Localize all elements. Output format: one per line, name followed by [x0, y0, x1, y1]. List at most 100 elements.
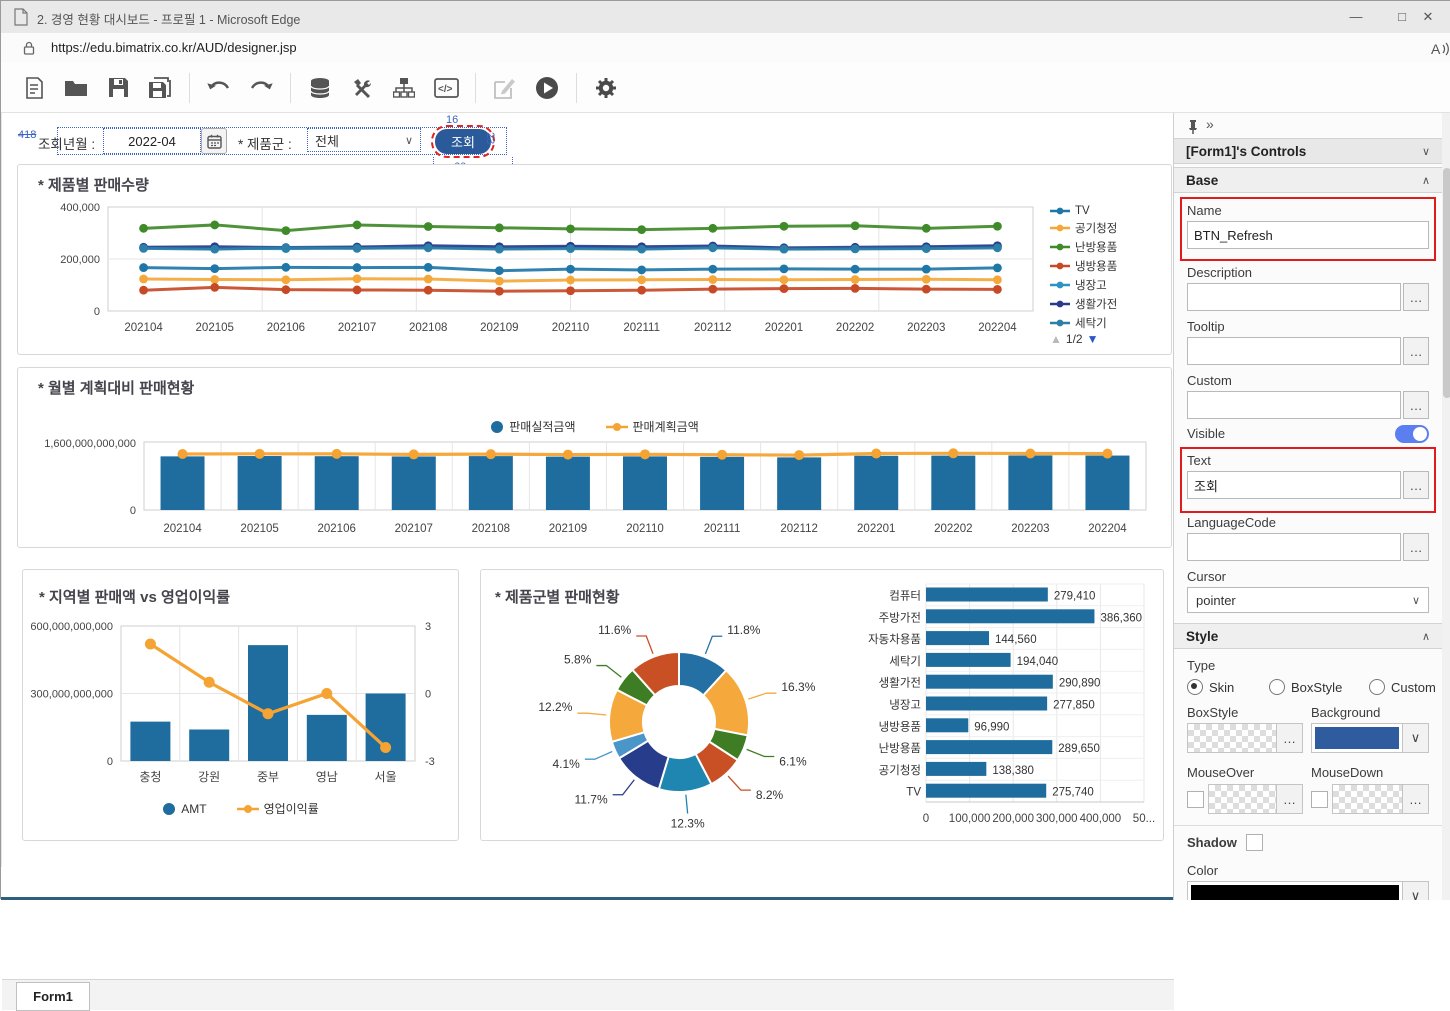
minimize-button[interactable]: — — [1349, 9, 1363, 24]
mousedown-swatch-row[interactable]: … — [1332, 784, 1429, 814]
database-icon[interactable] — [307, 75, 333, 101]
tooltip-more-button[interactable]: … — [1403, 337, 1429, 365]
read-aloud-icon[interactable]: A — [1429, 40, 1450, 58]
scrollbar-thumb[interactable] — [1443, 168, 1450, 398]
mousedown-more-button[interactable]: … — [1402, 785, 1428, 813]
tools-icon[interactable] — [349, 75, 375, 101]
svg-text:202105: 202105 — [240, 523, 278, 535]
undo-icon[interactable] — [206, 75, 232, 101]
language-code-input[interactable] — [1187, 533, 1401, 561]
sitemap-icon[interactable] — [391, 75, 417, 101]
play-icon[interactable] — [534, 75, 560, 101]
style-section-header[interactable]: Style ∧ — [1174, 623, 1442, 649]
color-swatch-row[interactable]: ∨ — [1187, 881, 1429, 900]
new-document-icon[interactable] — [21, 75, 47, 101]
svg-text:202104: 202104 — [124, 322, 163, 334]
legend-item[interactable]: 냉장고 — [1050, 277, 1117, 293]
chevron-down-icon: ∨ — [1421, 145, 1430, 158]
tab-form1[interactable]: Form1 — [16, 982, 90, 1011]
color-dropdown-button[interactable]: ∨ — [1402, 882, 1428, 900]
svg-text:202203: 202203 — [1011, 523, 1049, 535]
close-button[interactable]: ✕ — [1422, 9, 1434, 24]
custom-more-button[interactable]: … — [1403, 391, 1429, 419]
svg-text:</>: </> — [438, 84, 453, 95]
chart-panel-region[interactable]: * 지역별 판매액 vs 영업이익률 600,000,000,000 300,00… — [22, 569, 459, 841]
svg-text:300,000,000,000: 300,000,000,000 — [30, 689, 113, 701]
svg-text:202204: 202204 — [978, 322, 1017, 334]
svg-text:600,000,000,000: 600,000,000,000 — [30, 621, 113, 633]
svg-text:3: 3 — [425, 621, 431, 633]
radio-custom[interactable]: Custom — [1369, 679, 1436, 695]
panel-scrollbar[interactable] — [1442, 113, 1450, 900]
search-button[interactable]: 조회 — [431, 125, 495, 158]
text-more-button[interactable]: … — [1403, 471, 1429, 499]
svg-text:강원: 강원 — [198, 770, 220, 784]
svg-text:202106: 202106 — [318, 523, 356, 535]
name-input[interactable] — [1187, 221, 1429, 249]
controls-header[interactable]: [Form1]'s Controls ∨ — [1174, 138, 1442, 164]
svg-text:202110: 202110 — [626, 523, 664, 535]
svg-text:11.7%: 11.7% — [575, 793, 608, 807]
legend-item[interactable]: 생활가전 — [1050, 296, 1117, 312]
edit-icon[interactable] — [492, 75, 518, 101]
chart-panel-product-qty[interactable]: * 제품별 판매수량 400,000 200,000 0 202104 202105 20… — [17, 164, 1172, 355]
chart-panel-product-group[interactable]: * 제품군별 판매현황 11.8% 16.3% 6.1% 8.2% 12.3% 11.7%… — [480, 569, 1164, 841]
pager-page: 1/2 — [1065, 332, 1083, 346]
svg-text:TV: TV — [906, 787, 921, 799]
pager-down-icon[interactable]: ▼ — [1086, 332, 1099, 346]
redo-icon[interactable] — [248, 75, 274, 101]
description-more-button[interactable]: … — [1403, 283, 1429, 311]
collapse-panel-icon[interactable]: » — [1206, 116, 1214, 132]
design-canvas[interactable]: 418 조회년월 : * 제품군 : 전체 ∨ 조회 16 23 60 * 제품… — [1, 113, 1174, 1011]
date-input[interactable] — [103, 128, 201, 154]
mouseover-checkbox[interactable] — [1187, 791, 1204, 808]
pager-up-icon[interactable]: ▲ — [1050, 332, 1062, 346]
description-input[interactable] — [1187, 283, 1401, 311]
open-folder-icon[interactable] — [63, 75, 89, 101]
boxstyle-swatch[interactable]: … — [1187, 723, 1303, 753]
settings-gear-icon[interactable] — [593, 75, 619, 101]
mousedown-checkbox[interactable] — [1311, 791, 1328, 808]
chart-panel-monthly[interactable]: * 월별 계획대비 판매현황 판매실적금액 판매계획금액 1,600,000,0… — [17, 367, 1172, 548]
maximize-button[interactable]: □ — [1398, 9, 1406, 24]
svg-text:202201: 202201 — [765, 322, 803, 334]
save-icon[interactable] — [105, 75, 131, 101]
text-input[interactable] — [1187, 471, 1401, 499]
legend-item[interactable]: TV — [1050, 205, 1117, 217]
svg-text:중부: 중부 — [257, 770, 279, 784]
legend-item[interactable]: 냉방용품 — [1050, 258, 1117, 274]
radio-boxstyle[interactable]: BoxStyle — [1269, 679, 1342, 695]
product-select[interactable]: 전체 ∨ — [307, 128, 421, 152]
save-all-icon[interactable] — [147, 75, 173, 101]
boxstyle-more-button[interactable]: … — [1276, 724, 1302, 752]
radio-skin[interactable]: Skin — [1187, 679, 1234, 695]
address-input[interactable]: https://edu.bimatrix.co.kr/AUD/designer.… — [51, 40, 297, 55]
code-icon[interactable]: </> — [433, 75, 459, 101]
svg-text:202112: 202112 — [780, 523, 818, 535]
base-section-header[interactable]: Base ∧ — [1174, 167, 1442, 193]
mouseover-more-button[interactable]: … — [1276, 785, 1302, 813]
background-swatch-row[interactable]: ∨ — [1311, 723, 1429, 753]
calendar-icon — [206, 134, 222, 149]
mouseover-swatch-row[interactable]: … — [1208, 784, 1303, 814]
cursor-select[interactable]: pointer ∨ — [1187, 587, 1429, 613]
custom-input[interactable] — [1187, 391, 1401, 419]
language-more-button[interactable]: … — [1403, 533, 1429, 561]
legend-item[interactable]: 난방용품 — [1050, 239, 1117, 255]
description-label: Description — [1187, 265, 1253, 280]
shadow-checkbox[interactable] — [1246, 834, 1263, 851]
calendar-button[interactable] — [201, 128, 227, 154]
tooltip-input[interactable] — [1187, 337, 1401, 365]
text-highlight-box — [1180, 447, 1436, 513]
background-dropdown-button[interactable]: ∨ — [1402, 724, 1428, 752]
legend-item[interactable]: 공기청정 — [1050, 220, 1117, 236]
legend-line-icon — [605, 422, 628, 431]
pin-icon[interactable] — [1186, 119, 1200, 134]
legend-item[interactable]: 세탁기 — [1050, 315, 1117, 331]
legend-label: 영업이익률 — [263, 802, 319, 816]
lock-icon[interactable] — [23, 41, 35, 55]
visible-toggle[interactable] — [1395, 425, 1429, 443]
chevron-down-icon: ∨ — [404, 134, 413, 147]
svg-text:202111: 202111 — [623, 322, 660, 334]
svg-text:16.3%: 16.3% — [781, 680, 815, 694]
